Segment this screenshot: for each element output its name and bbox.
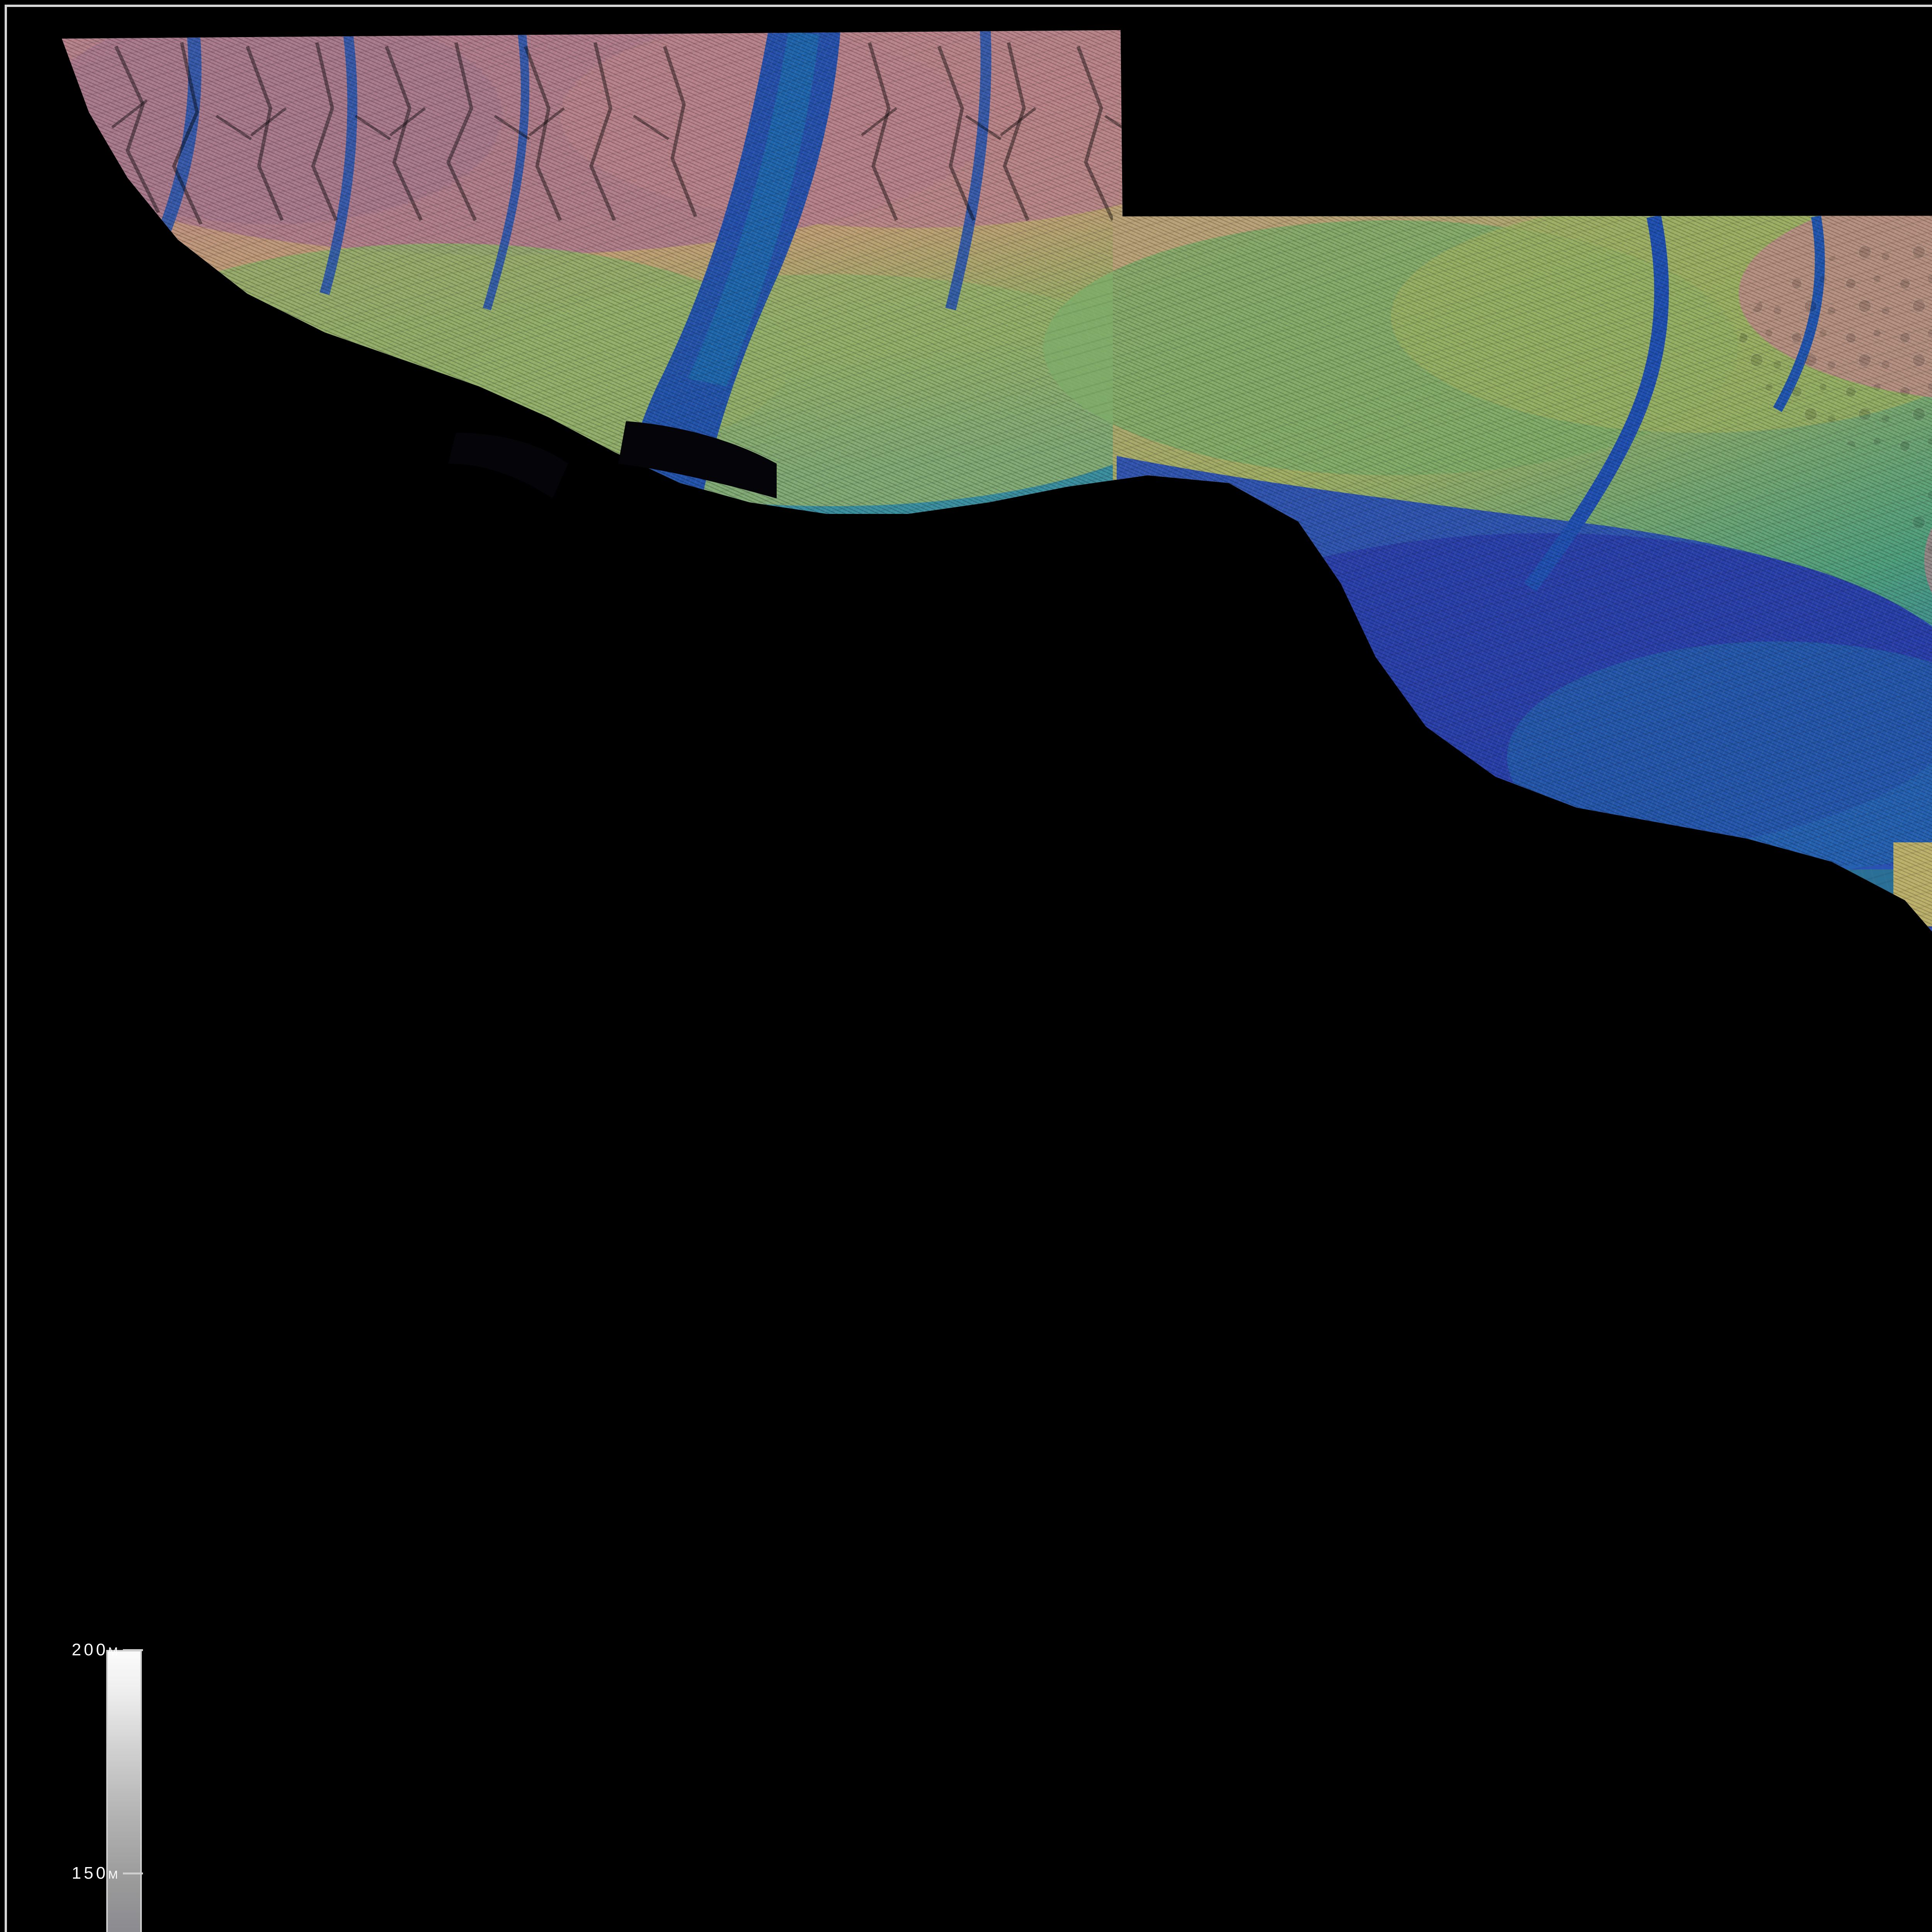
legend-tick-mark: [123, 1649, 143, 1651]
elevation-legend: 200M 150M 100M 75M 50M 40M 30M 20M: [46, 1641, 147, 1932]
legend-colorbar[interactable]: [106, 1650, 142, 1932]
water-bodies: [448, 421, 777, 498]
legend-tick-label: 150M: [71, 1864, 119, 1883]
legend-tick-mark: [123, 1872, 143, 1874]
legend-tick-label: 200M: [71, 1640, 119, 1659]
